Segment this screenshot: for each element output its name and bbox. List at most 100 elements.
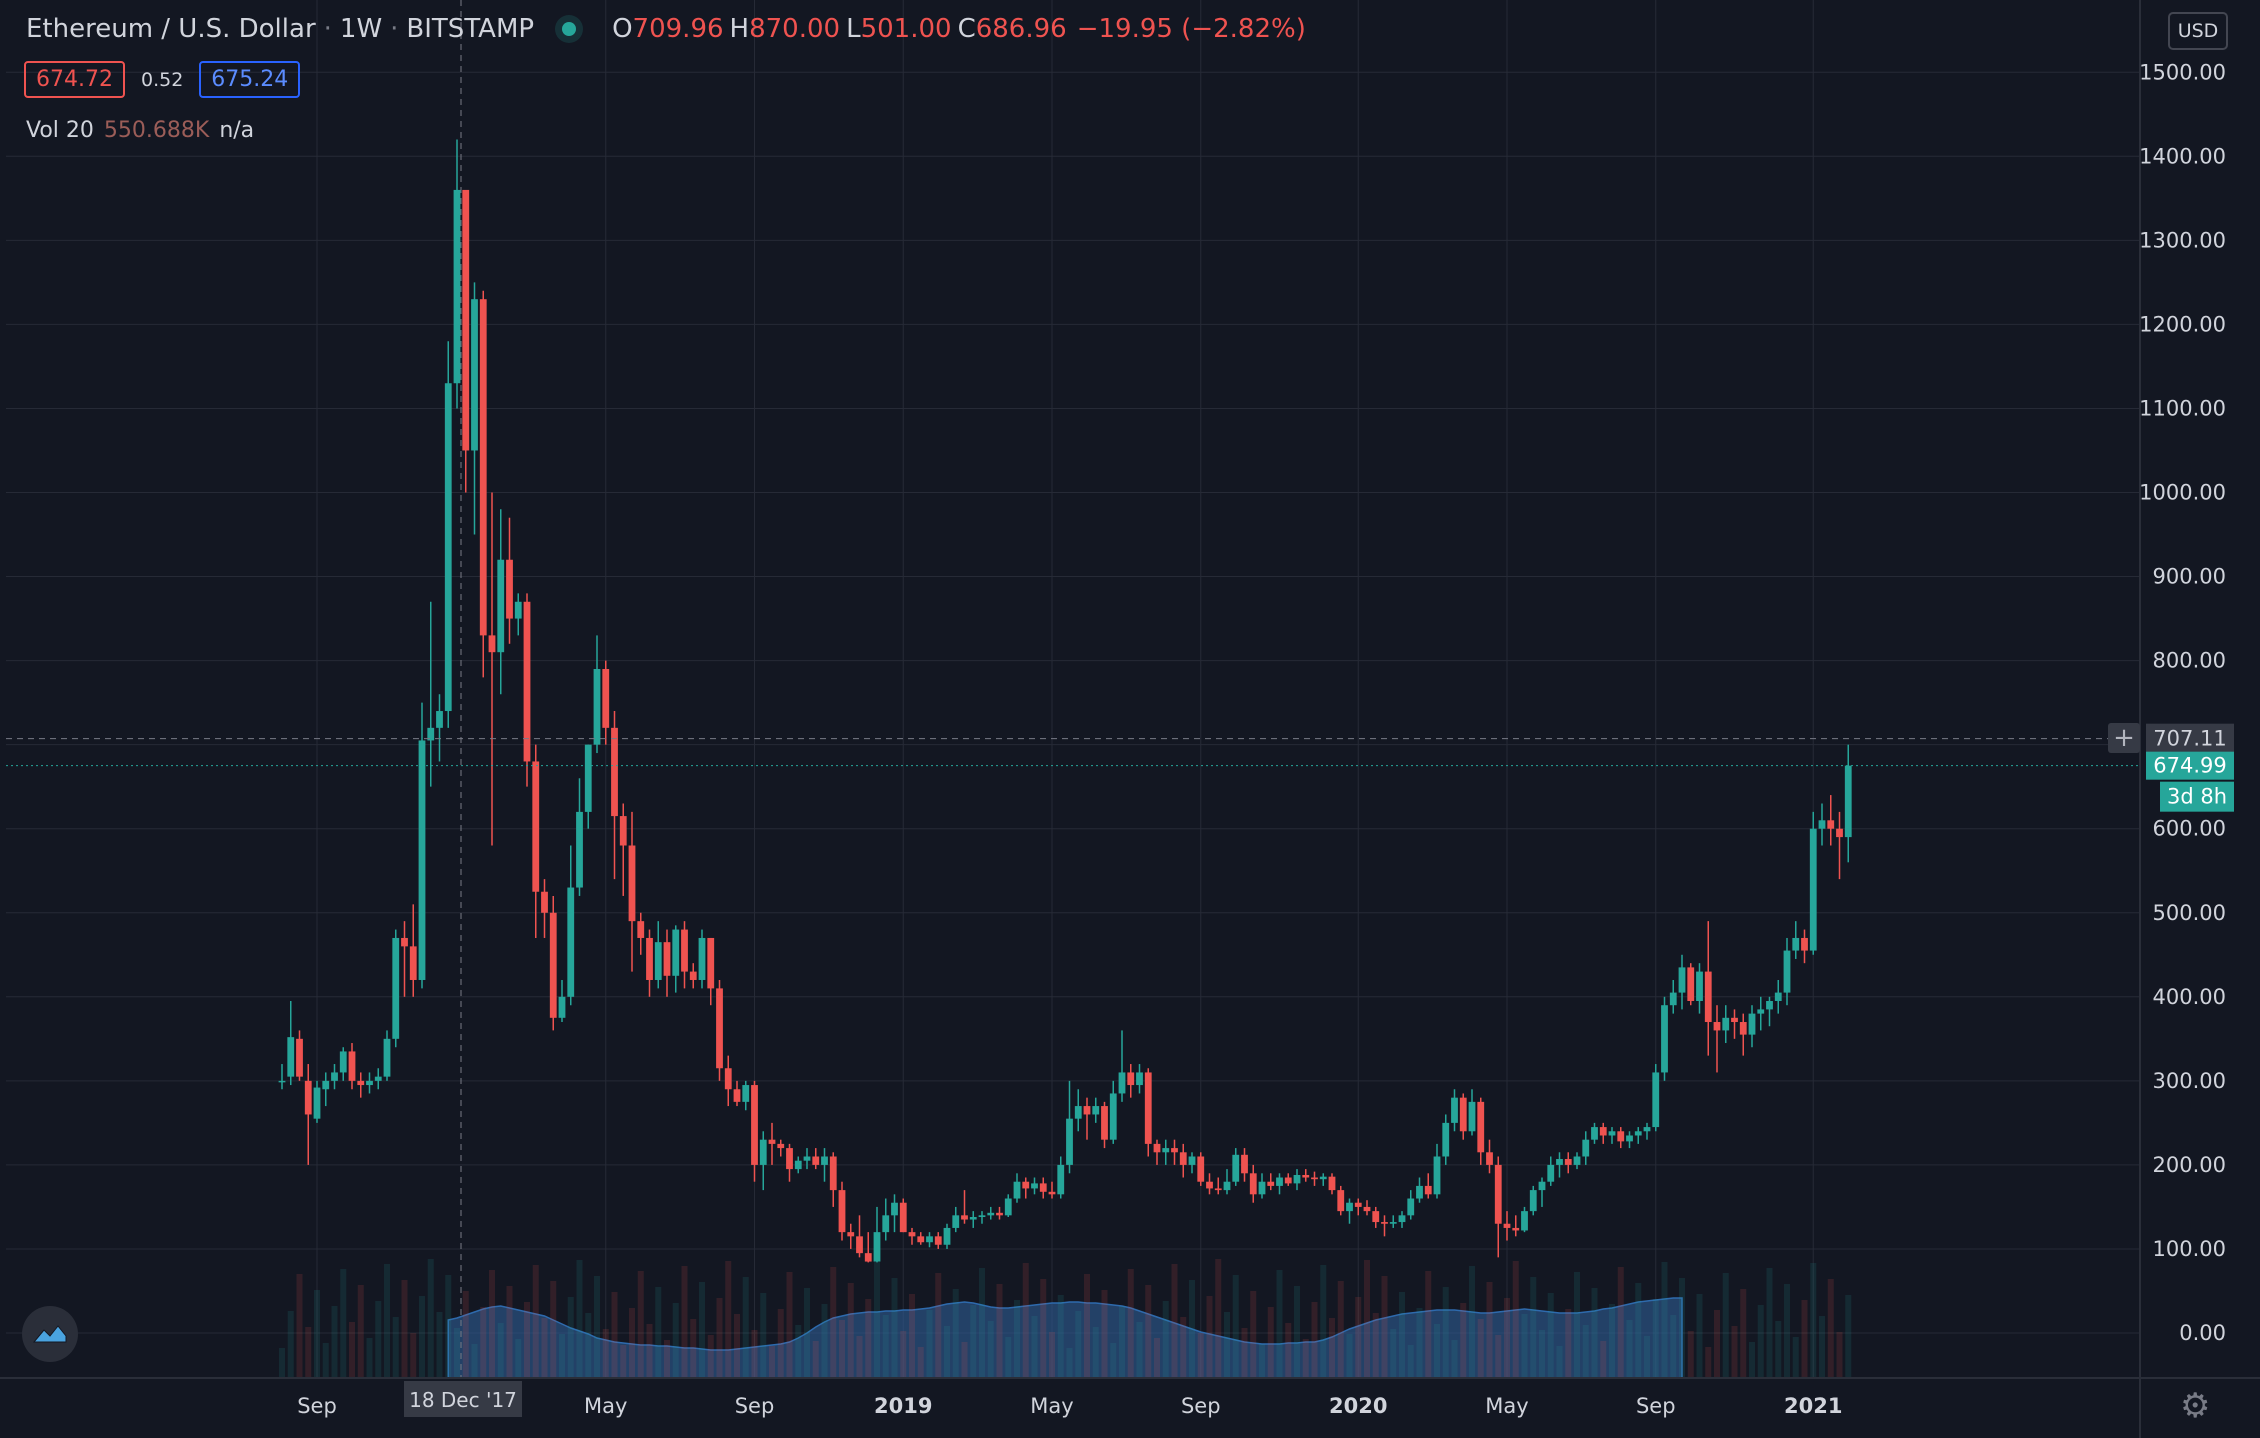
tradingview-logo-icon[interactable] [22, 1306, 78, 1362]
volume-legend-label: Vol 20 [26, 118, 94, 143]
volume-bar [1530, 1277, 1537, 1378]
time-tick-label: Sep [1181, 1394, 1221, 1418]
volume-bar [1031, 1316, 1038, 1378]
candle-body [1836, 828, 1843, 838]
candle-body [786, 1148, 793, 1170]
bid-button[interactable]: 674.72 [24, 61, 125, 98]
candle-body [1188, 1156, 1196, 1165]
candle-body [348, 1051, 356, 1081]
volume-bar [1390, 1329, 1397, 1378]
price-tick-label: 1400.00 [2139, 144, 2226, 168]
volume-bar [515, 1339, 522, 1378]
add-alert-icon[interactable]: + [2108, 723, 2140, 753]
candle-body [934, 1236, 942, 1245]
candle-body [497, 559, 505, 653]
volume-bar [1600, 1341, 1607, 1378]
open-value: 709.96 [632, 14, 724, 44]
candle-body [917, 1236, 925, 1243]
candle-body [724, 1068, 732, 1090]
volume-bar [1232, 1275, 1239, 1378]
price-tick-label: 500.00 [2153, 901, 2226, 925]
low-label: L [846, 14, 861, 44]
volume-bar [1407, 1345, 1414, 1378]
ask-button[interactable]: 675.24 [199, 61, 301, 98]
time-tick-label: Sep [297, 1394, 337, 1418]
symbol-name[interactable]: Ethereum / U.S. Dollar [26, 14, 316, 44]
candle-body [383, 1038, 391, 1077]
candle-body [1547, 1164, 1555, 1182]
price-tick-label: 200.00 [2153, 1153, 2226, 1177]
candle-body [1258, 1181, 1266, 1195]
candle-body [1608, 1131, 1616, 1136]
price-tick-label: 0.00 [2179, 1321, 2226, 1345]
volume-bar [952, 1289, 959, 1378]
volume-bar [506, 1286, 513, 1378]
volume-bar [1189, 1280, 1195, 1378]
candle-body [1101, 1106, 1108, 1140]
price-tick-label: 600.00 [2153, 817, 2226, 841]
volume-bar [1049, 1332, 1055, 1378]
candle-body [1722, 1017, 1730, 1031]
volume-bar [1495, 1335, 1502, 1378]
candle-body [313, 1087, 321, 1119]
volume-bar [497, 1323, 504, 1378]
volume-bar [594, 1276, 600, 1378]
volume-bar [331, 1306, 338, 1378]
candle-body [1022, 1181, 1030, 1189]
candle-body [1354, 1202, 1362, 1207]
candle-body [1416, 1185, 1423, 1199]
volume-bar [427, 1259, 434, 1378]
candle-body [803, 1156, 811, 1161]
volume-bar [672, 1303, 679, 1378]
volume-bar [1521, 1314, 1528, 1378]
candle-body [987, 1212, 995, 1216]
volume-bar [1014, 1300, 1020, 1378]
currency-button[interactable]: USD [2168, 12, 2228, 50]
settings-gear-icon[interactable]: ⚙ [2180, 1386, 2211, 1426]
candle-body [1739, 1022, 1747, 1035]
volume-bar [1346, 1334, 1353, 1378]
candle-body [1267, 1181, 1275, 1186]
candle-body [1564, 1159, 1572, 1165]
close-label: C [957, 14, 976, 44]
candle-body [821, 1156, 828, 1165]
crosshair-price-label: 707.11 [2153, 727, 2226, 751]
candle-body [1696, 971, 1703, 1002]
candle-body [628, 845, 636, 922]
candle-body [1669, 992, 1677, 1006]
candle-body [304, 1080, 312, 1115]
volume-bar [1145, 1285, 1152, 1378]
candle-body [1713, 1022, 1721, 1031]
interval-label[interactable]: 1W [339, 14, 383, 44]
candle-body [943, 1227, 951, 1245]
volume-bar [1696, 1294, 1703, 1378]
volume-bar [366, 1338, 373, 1378]
volume-bar [1714, 1310, 1720, 1378]
volume-legend[interactable]: Vol 20 550.688K n/a [26, 118, 254, 143]
low-value: 501.00 [860, 14, 952, 44]
candle-body [637, 921, 645, 938]
candle-body [1284, 1177, 1292, 1184]
volume-bar [1591, 1288, 1598, 1378]
candle-body [1521, 1211, 1528, 1231]
candle-body [436, 711, 443, 728]
candle-body [1731, 1017, 1738, 1023]
volume-bar [436, 1312, 443, 1378]
volume-bar [1469, 1266, 1475, 1378]
volume-bar [1084, 1274, 1090, 1378]
volume-bar [1609, 1304, 1615, 1378]
volume-bar [812, 1341, 819, 1378]
volume-bar [1442, 1287, 1449, 1378]
volume-bar [392, 1317, 399, 1378]
candle-body [847, 1232, 855, 1237]
volume-bar [900, 1331, 907, 1378]
candle-body [1057, 1164, 1065, 1195]
volume-bar [804, 1288, 810, 1378]
volume-bar [891, 1278, 898, 1378]
candle-body [856, 1236, 863, 1254]
volume-bar [279, 1348, 285, 1378]
candle-body [409, 946, 417, 980]
time-tick-label: May [584, 1394, 627, 1418]
